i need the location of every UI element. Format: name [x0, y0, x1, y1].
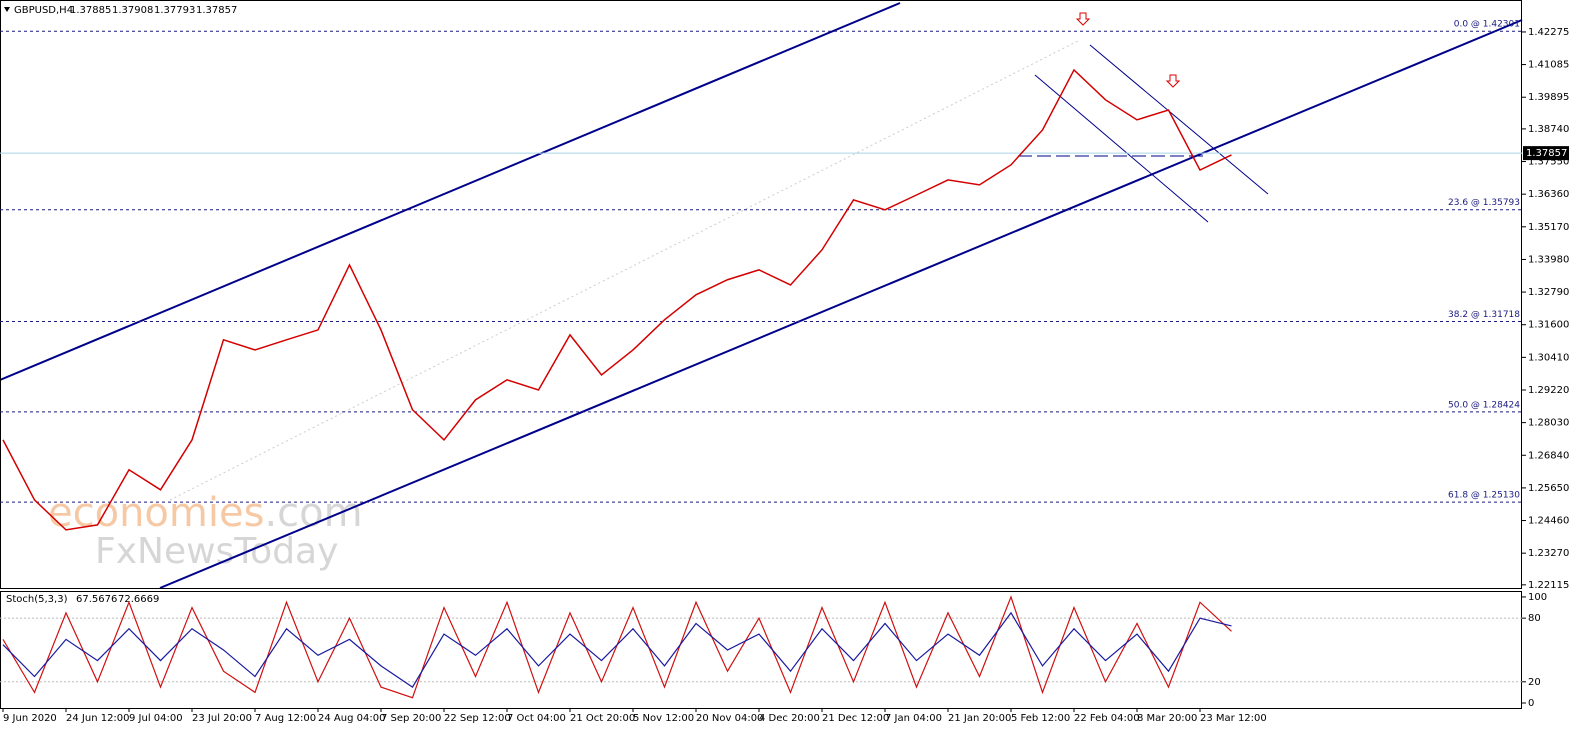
down-channel: [169, 39, 1269, 501]
price-line: [2, 68, 1232, 531]
quote-high: 1.37908: [112, 5, 153, 16]
y-tick-label: 1.28030: [1528, 418, 1569, 429]
down-channel-lower: [1034, 74, 1209, 223]
y-tick-label: 1.38740: [1528, 124, 1569, 135]
arrow-down: [1075, 12, 1091, 26]
x-tick-label: 5 Nov 12:00: [633, 713, 694, 724]
x-tick-label: 21 Jan 20:00: [948, 713, 1011, 724]
frames: [0, 0, 1522, 709]
watermark-brand: economies.com: [48, 490, 363, 536]
current-price-label: 1.37857: [1526, 148, 1567, 159]
y-tick-label: 1.31600: [1528, 320, 1569, 331]
current-price-box: [1523, 146, 1569, 161]
x-tick-label: 21 Dec 12:00: [822, 713, 889, 724]
quote-low: 1.37793: [154, 5, 195, 16]
trend-lines: [0, 2, 1523, 589]
x-tick-label: 5 Feb 12:00: [1011, 713, 1070, 724]
channel-upper: [0, 2, 901, 381]
watermark-domain: .com: [264, 490, 362, 536]
symbol: GBPUSD,H4: [14, 5, 73, 16]
x-tick-label: 9 Jun 2020: [3, 713, 57, 724]
x-tick-label: 7 Sep 20:00: [381, 713, 441, 724]
quote-open: 1.37885: [70, 5, 111, 16]
price-panel-frame: [0, 0, 1522, 589]
x-tick-label: 21 Oct 20:00: [570, 713, 635, 724]
y-tick-label: 1.25650: [1528, 483, 1569, 494]
x-tick-label: 22 Feb 04:00: [1074, 713, 1140, 724]
y-tick-label: 1.24460: [1528, 516, 1569, 527]
y-tick-label: 1.42275: [1528, 27, 1569, 38]
x-tick-label: 24 Aug 04:00: [318, 713, 385, 724]
y-tick-label: 0: [1528, 698, 1534, 709]
arrows: [1075, 12, 1181, 88]
x-tick-label: 7 Oct 04:00: [507, 713, 566, 724]
y-tick-label: 100: [1528, 592, 1547, 603]
y-tick-label: 20: [1528, 677, 1541, 688]
stoch-title: Stoch(5,3,3): [6, 594, 68, 605]
x-tick-label: 23 Mar 12:00: [1200, 713, 1267, 724]
stoch-main-value: 67.5676: [76, 594, 117, 605]
y-tick-label: 1.36360: [1528, 189, 1569, 200]
x-tick-label: 7 Aug 12:00: [255, 713, 316, 724]
x-tick-label: 9 Jul 04:00: [129, 713, 183, 724]
y-tick-label: 1.23270: [1528, 548, 1569, 559]
y-tick-label: 1.33980: [1528, 254, 1569, 265]
quote-close: 1.37857: [196, 5, 237, 16]
arrow-down: [1165, 74, 1181, 88]
y-tick-label: 1.32790: [1528, 287, 1569, 298]
fib-label: 61.8 @ 1.25130: [1448, 491, 1520, 501]
y-tick-label: 80: [1528, 613, 1541, 624]
y-tick-label: 1.26840: [1528, 450, 1569, 461]
stoch-panel-frame: [0, 591, 1522, 709]
stoch-line: [2, 611, 1232, 688]
y-tick-label: 1.22115: [1528, 580, 1569, 591]
x-tick-label: 8 Mar 20:00: [1137, 713, 1197, 724]
fib-label: 23.6 @ 1.35793: [1448, 198, 1520, 208]
watermark-line: FxNewsToday: [95, 531, 338, 572]
y-tick-label: 1.37550: [1528, 157, 1569, 168]
x-tick-label: 23 Jul 20:00: [192, 713, 252, 724]
fib-label: 50.0 @ 1.28424: [1448, 400, 1520, 410]
y-tick-label: 1.30410: [1528, 352, 1569, 363]
x-tick-label: 4 Dec 20:00: [759, 713, 820, 724]
x-tick-label: 20 Nov 04:00: [696, 713, 763, 724]
y-tick-label: 1.39895: [1528, 92, 1569, 103]
y-tick-label: 1.29220: [1528, 385, 1569, 396]
x-tick-label: 22 Sep 12:00: [444, 713, 511, 724]
down-channel-upper: [1089, 44, 1269, 195]
fib-label: 38.2 @ 1.31718: [1448, 310, 1520, 320]
menu-icon: [4, 7, 10, 12]
x-tick-label: 7 Jan 04:00: [885, 713, 942, 724]
fib-label: 0.0 @ 1.42301: [1454, 20, 1520, 30]
watermark-brand-name: economies: [48, 490, 264, 536]
y-tick-label: 1.41085: [1528, 60, 1569, 71]
channel-lower: [159, 19, 1523, 589]
y-tick-label: 1.35170: [1528, 222, 1569, 233]
stoch-signal-value: 72.6669: [118, 594, 159, 605]
x-tick-label: 24 Jun 12:00: [66, 713, 130, 724]
